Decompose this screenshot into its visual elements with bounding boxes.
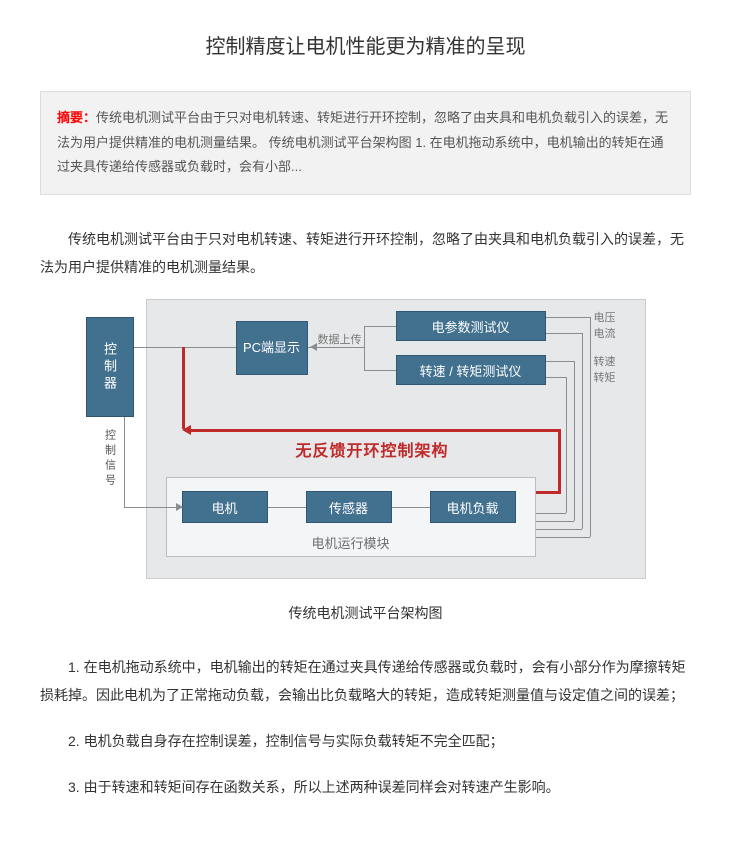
side-speed: 转速 [594, 353, 616, 369]
elec-to-pc [364, 326, 396, 327]
ctrl-arrow-icon [176, 503, 183, 511]
page-title: 控制精度让电机性能更为精准的呈现 [40, 30, 691, 59]
node-load-label: 电机负载 [446, 498, 498, 517]
busv1 [590, 317, 591, 537]
feedback-label: 无反馈开环控制架构 [296, 437, 449, 461]
node-controller-label: 控制器 [100, 342, 119, 393]
node-sensor-label: 传感器 [329, 498, 368, 517]
busv3 [574, 361, 575, 521]
bus-to-rt2 [536, 529, 582, 530]
node-pc-label: PC端显示 [243, 340, 300, 357]
side-current: 电流 [594, 325, 616, 341]
node-controller: 控制器 [86, 317, 134, 417]
control-signal-label: 控制信号 [102, 429, 118, 489]
bus-e1 [546, 317, 590, 318]
intro-paragraph: 传统电机测试平台由于只对电机转速、转矩进行开环控制，忽略了由夹具和电机负载引入的… [40, 225, 691, 281]
upload-arrow-icon [310, 343, 317, 351]
side-voltage: 电压 [594, 309, 616, 325]
node-sensor: 传感器 [306, 491, 392, 523]
node-elec-label: 电参数测试仪 [431, 317, 509, 336]
node-speed-tester: 转速 / 转矩测试仪 [396, 355, 546, 385]
bullet-1: 1. 在电机拖动系统中，电机输出的转矩在通过夹具传递给传感器或负载时，会有小部分… [40, 653, 691, 709]
node-motor-label: 电机 [211, 498, 237, 517]
summary-box: 摘要：传统电机测试平台由于只对电机转速、转矩进行开环控制，忽略了由夹具和电机负载… [40, 91, 691, 195]
runtime-title: 电机运行模块 [167, 533, 535, 552]
m-s [268, 507, 306, 508]
speed-to-pc [364, 370, 396, 371]
diagram-caption: 传统电机测试平台架构图 [40, 603, 691, 623]
summary-text: 传统电机测试平台由于只对电机转速、转矩进行开环控制，忽略了由夹具和电机负载引入的… [57, 110, 668, 174]
node-motor: 电机 [182, 491, 268, 523]
bus-to-rt1 [536, 537, 590, 538]
ctrl-hline [124, 507, 182, 508]
bullet-3: 3. 由于转速和转矩间存在函数关系，所以上述两种误差同样会对转速产生影响。 [40, 773, 691, 801]
pc-stub-v [364, 326, 365, 370]
node-load: 电机负载 [430, 491, 516, 523]
ctrl-vline [124, 417, 125, 507]
busv4 [566, 377, 567, 513]
busv2 [582, 333, 583, 529]
bus-s1 [546, 361, 574, 362]
red-right-up [558, 429, 561, 491]
architecture-diagram: 控制器 PC端显示 电参数测试仪 转速 / 转矩测试仪 电机运行模块 电机 传感… [40, 299, 691, 579]
node-pc: PC端显示 [236, 321, 308, 375]
bus-e2 [546, 333, 582, 334]
node-elec-tester: 电参数测试仪 [396, 311, 546, 341]
red-right-h [536, 491, 561, 494]
node-speed-label: 转速 / 转矩测试仪 [420, 361, 522, 380]
feedback-line [190, 429, 560, 432]
bus-to-rt3 [536, 521, 574, 522]
bus-s2 [546, 377, 566, 378]
bullet-2: 2. 电机负载自身存在控制误差，控制信号与实际负载转矩不完全匹配； [40, 727, 691, 755]
upload-label: 数据上传 [318, 331, 362, 347]
side-torque: 转矩 [594, 369, 616, 385]
s-l [392, 507, 430, 508]
pc-to-ctrl [134, 347, 236, 348]
red-up [182, 347, 185, 429]
summary-label: 摘要： [57, 110, 96, 125]
bus-to-rt4 [536, 513, 566, 514]
